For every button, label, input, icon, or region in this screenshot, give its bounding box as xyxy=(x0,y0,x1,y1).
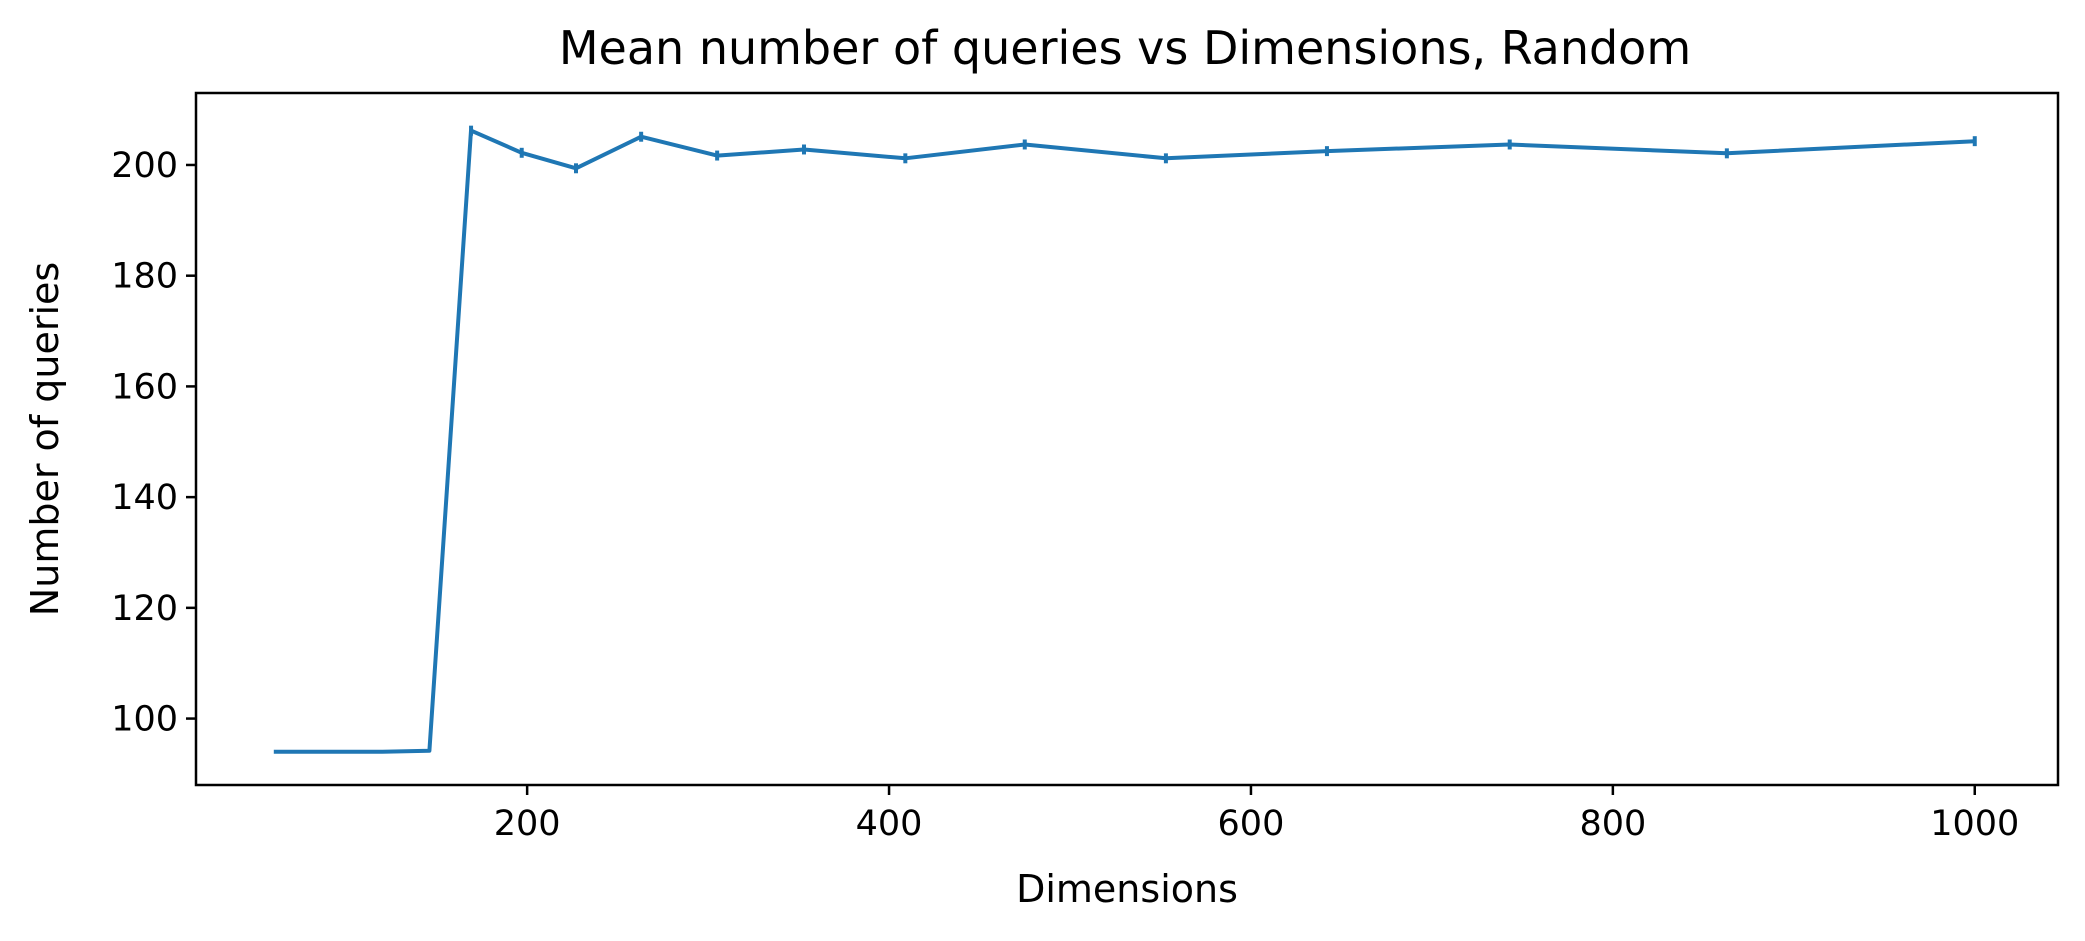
y-tick-label: 140 xyxy=(111,478,178,518)
x-tick-label: 200 xyxy=(494,804,561,844)
y-tick-label: 180 xyxy=(111,257,178,297)
chart-title: Mean number of queries vs Dimensions, Ra… xyxy=(559,21,1691,75)
y-tick-label: 160 xyxy=(111,367,178,407)
x-axis-ticks: 200 400 600 800 1000 xyxy=(494,785,2019,844)
y-axis-label: Number of queries xyxy=(23,262,67,616)
x-tick-label: 800 xyxy=(1579,804,1646,844)
series-line xyxy=(273,128,1975,754)
y-tick-label: 200 xyxy=(111,146,178,186)
y-axis-ticks: 100 120 140 160 180 200 xyxy=(111,146,196,740)
x-axis-label: Dimensions xyxy=(1016,867,1238,911)
y-tick-label: 100 xyxy=(111,700,178,740)
series-layer xyxy=(273,125,1977,754)
y-tick-label: 120 xyxy=(111,589,178,629)
x-tick-label: 400 xyxy=(856,804,923,844)
x-tick-label: 600 xyxy=(1218,804,1285,844)
plot-frame xyxy=(194,91,2060,787)
x-tick-label: 1000 xyxy=(1930,804,2019,844)
